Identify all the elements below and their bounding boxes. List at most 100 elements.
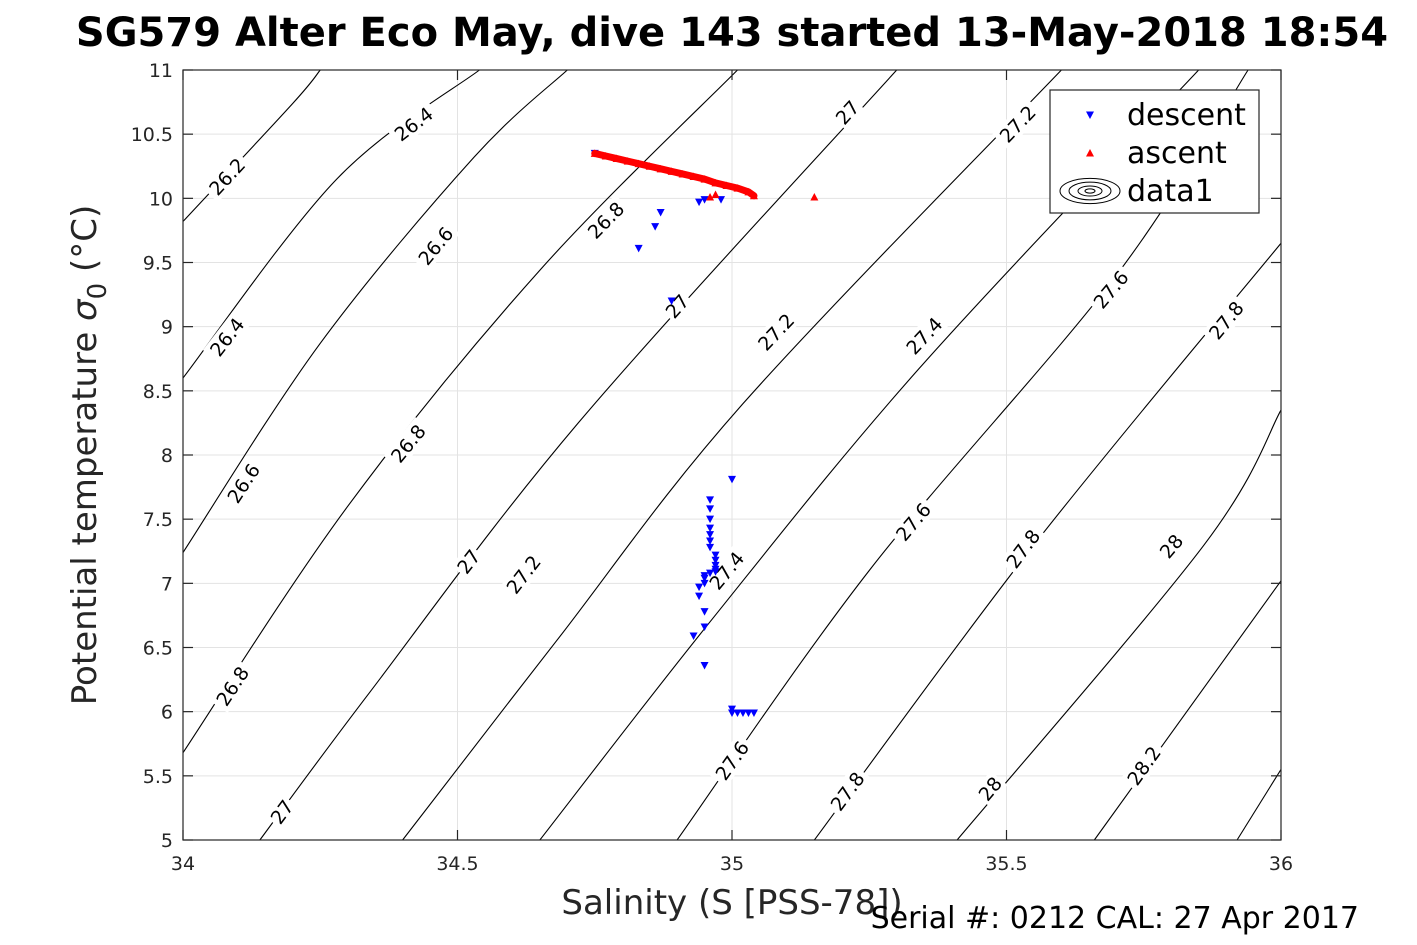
y-tick-label: 6 bbox=[161, 702, 173, 724]
density-contour-line bbox=[402, 69, 1062, 841]
contour-label-background bbox=[823, 764, 872, 818]
contour-label-background bbox=[899, 309, 950, 362]
descent-marker bbox=[667, 297, 676, 305]
descent-marker bbox=[700, 661, 709, 670]
axis-ticks: 34 34.5 35 35.5 36 5 5.5 6 6.5 7 7.5 8 8.5 9 9.5 10 10.5… bbox=[131, 60, 1293, 875]
legend-contour-ring bbox=[1068, 181, 1112, 201]
x-tick-label: 35 bbox=[720, 853, 744, 875]
contour-label-background bbox=[264, 793, 300, 830]
y-axis-label: Potential temperature σ0 (°C) bbox=[65, 205, 113, 705]
density-contour-line bbox=[956, 409, 1282, 841]
descent-marker bbox=[656, 208, 665, 217]
descent-marker bbox=[706, 543, 715, 552]
descent-marker bbox=[706, 505, 715, 513]
density-contour-line bbox=[182, 69, 321, 222]
y-tick-label: 8.5 bbox=[143, 381, 173, 403]
ascent-marker bbox=[711, 190, 720, 198]
y-tick-label: 7.5 bbox=[143, 509, 173, 531]
grid-lines bbox=[183, 70, 1281, 840]
contour-label-background bbox=[999, 522, 1047, 576]
descent-marker bbox=[695, 583, 704, 592]
descent-marker bbox=[700, 579, 709, 588]
contour-label-background bbox=[1120, 738, 1168, 793]
contour-label-background bbox=[499, 547, 548, 601]
y-tick-label: 10 bbox=[149, 188, 173, 210]
descent-marker bbox=[749, 709, 758, 717]
legend-label: descent bbox=[1127, 98, 1246, 133]
legend-box bbox=[1049, 89, 1260, 214]
legend-label: ascent bbox=[1127, 136, 1227, 171]
contour-label-background bbox=[1153, 528, 1189, 564]
descent-marker bbox=[711, 556, 720, 565]
descent-marker bbox=[634, 244, 643, 253]
contour-label: 27.4 bbox=[899, 309, 950, 362]
ascent-marker bbox=[706, 193, 715, 201]
x-tick-label: 35.5 bbox=[985, 853, 1027, 875]
y-axis-label-main: Potential temperature bbox=[65, 321, 105, 705]
density-contour-line bbox=[182, 69, 738, 754]
chart-title: SG579 Alter Eco May, dive 143 started 13… bbox=[76, 10, 1388, 56]
ascent-marker-band bbox=[591, 149, 758, 200]
y-tick-label: 6.5 bbox=[143, 638, 173, 660]
descent-marker bbox=[738, 709, 747, 717]
descent-marker bbox=[711, 561, 720, 570]
density-contour-line bbox=[1093, 580, 1282, 841]
x-tick-label: 34 bbox=[171, 853, 195, 875]
descent-marker bbox=[700, 196, 709, 204]
y-axis-label-subscript: 0 bbox=[83, 283, 113, 300]
contour-label-background bbox=[220, 456, 267, 511]
descent-marker bbox=[711, 551, 720, 560]
y-tick-label: 11 bbox=[149, 60, 173, 82]
y-tick-label: 8 bbox=[161, 445, 173, 467]
descent-marker bbox=[706, 531, 715, 539]
descent-marker bbox=[700, 608, 709, 616]
density-contour-line bbox=[1236, 769, 1282, 841]
descent-marker bbox=[706, 515, 715, 524]
x-axis-label: Salinity (S [PSS-78]) bbox=[561, 883, 902, 923]
y-tick-label: 7 bbox=[161, 573, 173, 595]
contour-label: 27.2 bbox=[750, 306, 802, 358]
contour-label-background bbox=[209, 659, 256, 713]
descent-marker bbox=[706, 524, 715, 533]
contour-label-background bbox=[1086, 263, 1136, 316]
density-contour-line bbox=[259, 69, 898, 841]
contour-label-background bbox=[992, 98, 1043, 150]
descent-marker bbox=[706, 537, 715, 545]
contour-label-background bbox=[829, 94, 865, 131]
contour-label-background bbox=[750, 306, 802, 358]
legend-ascent-marker bbox=[1086, 149, 1094, 157]
x-tick-label: 36 bbox=[1269, 853, 1293, 875]
y-tick-label: 9.5 bbox=[143, 253, 173, 275]
legend-contour-ring bbox=[1084, 188, 1096, 194]
ascent-marker bbox=[810, 193, 819, 201]
descent-marker bbox=[651, 223, 660, 231]
contour-label-background bbox=[972, 770, 1008, 807]
density-contour-line bbox=[182, 69, 568, 553]
legend-contour-ring bbox=[1077, 185, 1103, 197]
descent-marker bbox=[728, 709, 736, 717]
y-axis-label-sigma: σ bbox=[65, 298, 105, 321]
y-tick-label: 10.5 bbox=[131, 124, 173, 146]
y-tick-label: 9 bbox=[161, 317, 173, 339]
descent-marker bbox=[706, 496, 715, 504]
density-contour-line bbox=[182, 69, 480, 379]
contour-label-background bbox=[1201, 293, 1251, 347]
y-tick-label: 5.5 bbox=[143, 766, 173, 788]
data-markers bbox=[590, 149, 819, 717]
y-axis-label-unit: (°C) bbox=[65, 205, 105, 283]
contour-label-background bbox=[580, 194, 632, 246]
legend-item-data1: data1 bbox=[1059, 174, 1214, 209]
contour-label-background bbox=[888, 495, 938, 548]
descent-marker bbox=[717, 196, 726, 204]
contour-label-background bbox=[708, 733, 756, 788]
descent-marker bbox=[728, 705, 736, 714]
descent-marker bbox=[695, 198, 704, 207]
contour-label-background bbox=[411, 219, 460, 273]
descent-marker bbox=[695, 592, 704, 601]
contour-label-background bbox=[383, 417, 433, 470]
descent-marker bbox=[728, 475, 736, 484]
y-tick-label: 5 bbox=[161, 830, 173, 852]
